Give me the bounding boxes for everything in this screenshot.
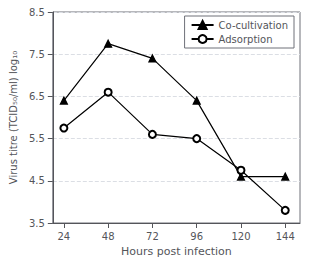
svg-text:24: 24 bbox=[58, 231, 71, 242]
svg-text:Co-cultivation: Co-cultivation bbox=[219, 20, 288, 31]
svg-text:Adsorption: Adsorption bbox=[219, 34, 273, 45]
svg-text:Virus titre (TCID₅₀/ml) log₁₀: Virus titre (TCID₅₀/ml) log₁₀ bbox=[8, 51, 19, 184]
svg-text:96: 96 bbox=[190, 231, 203, 242]
svg-text:48: 48 bbox=[102, 231, 115, 242]
svg-text:4.5: 4.5 bbox=[29, 175, 45, 186]
svg-text:3.5: 3.5 bbox=[29, 218, 45, 229]
svg-text:Hours post infection: Hours post infection bbox=[121, 245, 232, 258]
svg-text:8.5: 8.5 bbox=[29, 7, 45, 18]
svg-text:5.5: 5.5 bbox=[29, 133, 45, 144]
svg-text:6.5: 6.5 bbox=[29, 91, 45, 102]
svg-text:72: 72 bbox=[146, 231, 159, 242]
svg-text:144: 144 bbox=[276, 231, 295, 242]
svg-text:7.5: 7.5 bbox=[29, 49, 45, 60]
svg-text:120: 120 bbox=[231, 231, 250, 242]
